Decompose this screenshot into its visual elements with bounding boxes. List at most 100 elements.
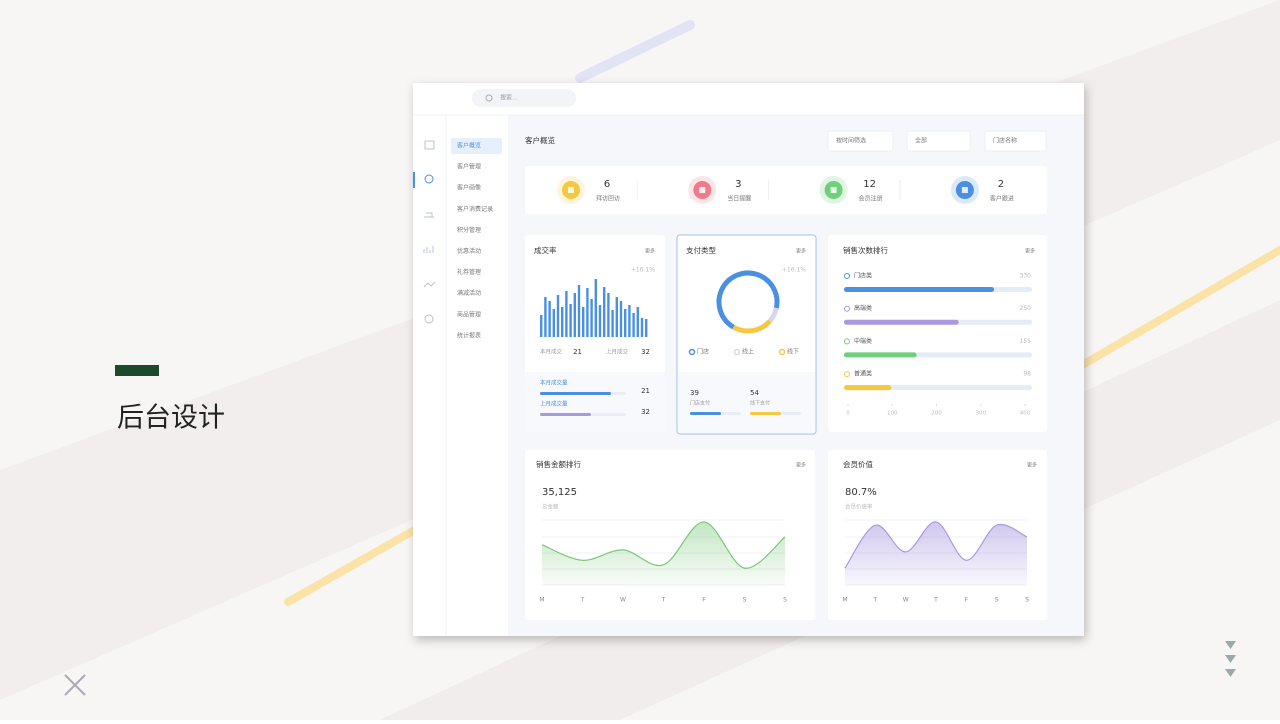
bar bbox=[586, 288, 589, 337]
x-tick-label: T bbox=[933, 597, 938, 604]
x-tick-label: F bbox=[965, 597, 969, 604]
bar bbox=[544, 297, 547, 337]
bar bbox=[598, 305, 602, 337]
bar bbox=[645, 319, 648, 337]
filter-dropdown[interactable] bbox=[906, 130, 971, 152]
stat-value: 12 bbox=[863, 179, 876, 190]
active-marker bbox=[413, 172, 415, 188]
area-fill bbox=[845, 521, 1027, 585]
volume-label: 本月成交量 bbox=[540, 379, 568, 387]
summary-value: 21 bbox=[573, 348, 582, 356]
x-tick-label: S bbox=[743, 597, 747, 604]
filter-dropdown[interactable] bbox=[984, 130, 1047, 152]
line bbox=[541, 521, 786, 569]
stats-card bbox=[525, 166, 1047, 214]
bar bbox=[640, 318, 644, 337]
volume-value: 32 bbox=[641, 408, 650, 416]
row-icon bbox=[844, 273, 850, 279]
volume-value: 21 bbox=[641, 387, 650, 395]
bar bbox=[594, 279, 597, 337]
bar bbox=[611, 310, 614, 337]
nav-icon[interactable] bbox=[424, 174, 434, 184]
legend-swatch bbox=[733, 348, 741, 356]
legend-label: 线下 bbox=[787, 348, 799, 356]
filter-dropdown[interactable] bbox=[827, 130, 894, 152]
bar bbox=[556, 295, 560, 337]
kpi-label: 总金额 bbox=[542, 503, 559, 511]
stat-glyph bbox=[699, 187, 706, 193]
menu-item: 客户消费记录 bbox=[457, 205, 493, 213]
menu-item: 礼券管理 bbox=[457, 268, 481, 276]
summary-label: 上月成交 bbox=[606, 348, 629, 356]
stat-value: 2 bbox=[998, 179, 1004, 190]
progress-fill bbox=[690, 412, 721, 415]
stat-glyph bbox=[568, 187, 574, 193]
nav-icon[interactable] bbox=[423, 281, 436, 288]
x-tick-label: F bbox=[702, 597, 706, 604]
x-tick-label: 200 bbox=[931, 411, 942, 417]
menu-item: 客户概览 bbox=[457, 142, 481, 150]
bar bbox=[582, 307, 585, 337]
x-tick-label: S bbox=[1025, 597, 1029, 604]
total-label: 线下支付 bbox=[750, 400, 770, 407]
x-tick-label: W bbox=[620, 597, 626, 604]
volume-label: 上月成交量 bbox=[540, 400, 568, 408]
nav-icon[interactable] bbox=[424, 314, 434, 324]
stat-value: 6 bbox=[604, 179, 610, 190]
change: +16.1% bbox=[631, 267, 655, 274]
bar bbox=[569, 304, 572, 337]
nav-icon[interactable] bbox=[424, 140, 435, 150]
x-tick-label: 0 bbox=[846, 411, 850, 417]
legend-label: 线上 bbox=[742, 348, 754, 356]
row-label: 普通类 bbox=[854, 370, 872, 378]
legend-swatch bbox=[688, 348, 696, 356]
card-title: 成交率 bbox=[534, 245, 557, 255]
more-link: 更多 bbox=[796, 462, 806, 469]
menu-active-bg bbox=[451, 138, 502, 154]
menu-item: 统计报表 bbox=[457, 331, 481, 339]
x-tick-label: 300 bbox=[976, 411, 987, 417]
menu-item: 客户画像 bbox=[457, 184, 481, 192]
stat-glyph bbox=[961, 187, 968, 193]
card bbox=[828, 235, 1047, 432]
row-label: 中端类 bbox=[854, 337, 872, 345]
donut-segment bbox=[767, 307, 779, 323]
search-box[interactable] bbox=[472, 89, 576, 107]
nav-icon[interactable] bbox=[424, 212, 434, 218]
close-icon bbox=[64, 674, 86, 696]
bar bbox=[619, 301, 623, 337]
bar bbox=[552, 309, 555, 337]
more-link: 更多 bbox=[1025, 248, 1035, 255]
nav-icon[interactable] bbox=[423, 246, 434, 253]
page-title: 客户概览 bbox=[525, 135, 555, 145]
kpi-label: 会员价值率 bbox=[845, 503, 873, 511]
stroke-deco bbox=[575, 20, 695, 83]
change: +16.1% bbox=[782, 267, 806, 274]
row-value: 250 bbox=[1020, 305, 1032, 312]
row-icon bbox=[844, 305, 850, 312]
total-value: 39 bbox=[690, 389, 699, 397]
filter-label: 门店名称 bbox=[993, 137, 1017, 145]
bar bbox=[632, 313, 635, 337]
kpi-value: 80.7% bbox=[845, 487, 877, 498]
row-value: 155 bbox=[1020, 338, 1032, 345]
summary-label: 本月成交 bbox=[540, 348, 563, 356]
row-value: 330 bbox=[1020, 273, 1032, 280]
arrow-icon bbox=[1225, 641, 1236, 677]
legend-label: 门店 bbox=[697, 348, 709, 356]
bar bbox=[844, 287, 995, 292]
bar bbox=[607, 293, 610, 337]
bar bbox=[615, 297, 618, 337]
menu-item: 商品管理 bbox=[457, 310, 481, 318]
x-tick-label: S bbox=[783, 597, 787, 604]
card bbox=[525, 450, 815, 620]
progress-fill bbox=[540, 413, 591, 416]
x-tick-label: M bbox=[842, 597, 847, 604]
card-title: 会员价值 bbox=[843, 459, 873, 469]
x-tick-label: 100 bbox=[887, 411, 898, 417]
kpi-value: 35,125 bbox=[542, 487, 577, 498]
card-footer bbox=[525, 372, 665, 432]
bar bbox=[577, 285, 581, 337]
search-placeholder: 搜索... bbox=[500, 94, 518, 102]
